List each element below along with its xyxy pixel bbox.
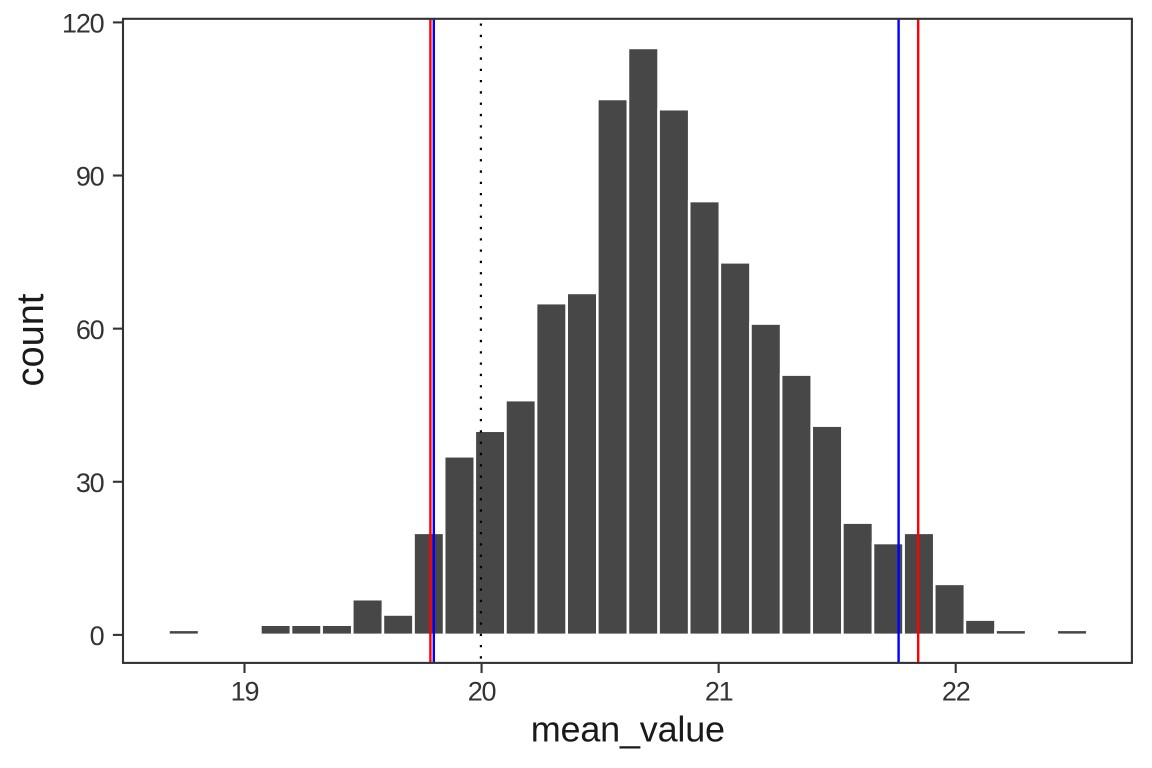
svg-text:60: 60 xyxy=(76,315,104,345)
svg-text:120: 120 xyxy=(62,9,104,39)
svg-text:30: 30 xyxy=(76,468,104,498)
svg-text:22: 22 xyxy=(942,676,970,706)
svg-text:21: 21 xyxy=(705,676,733,706)
svg-text:mean_value: mean_value xyxy=(531,708,725,749)
svg-text:20: 20 xyxy=(468,676,496,706)
svg-text:19: 19 xyxy=(231,676,259,706)
svg-text:0: 0 xyxy=(90,621,104,651)
svg-text:90: 90 xyxy=(76,162,104,192)
svg-text:count: count xyxy=(10,293,52,386)
